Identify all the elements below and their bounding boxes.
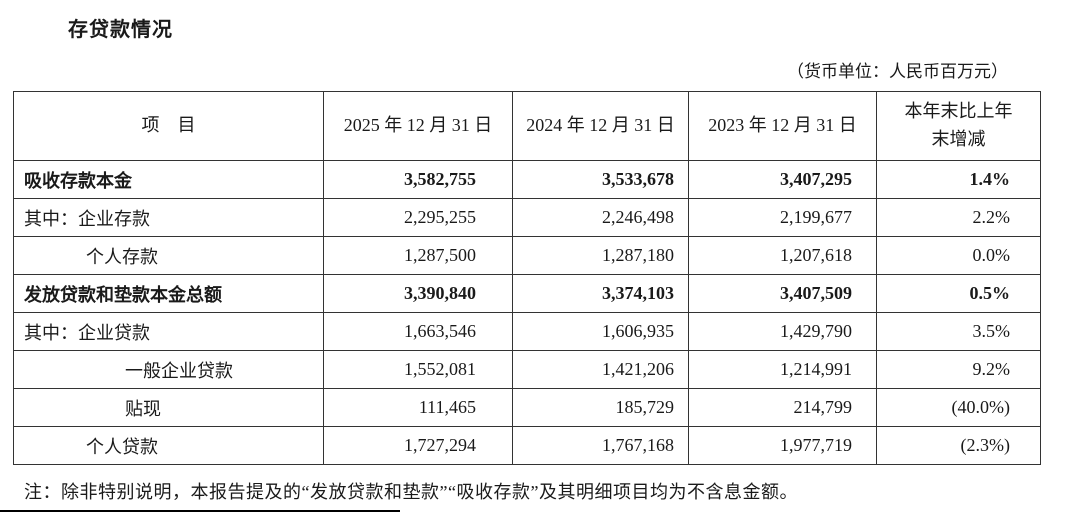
deposits-loans-table: 项 目 2025 年 12 月 31 日 2024 年 12 月 31 日 20…	[13, 91, 1041, 465]
table-row: 吸收存款本金 3,582,755 3,533,678 3,407,295 1.4…	[13, 160, 1041, 199]
value-2024: 1,287,180	[512, 236, 689, 275]
row-label: 其中：企业存款	[13, 198, 324, 237]
value-2024: 3,374,103	[512, 274, 689, 313]
table-header-row: 项 目 2025 年 12 月 31 日 2024 年 12 月 31 日 20…	[13, 91, 1041, 161]
row-label: 贴现	[13, 388, 324, 427]
value-change: (40.0%)	[876, 388, 1041, 427]
page-title: 存贷款情况	[68, 19, 173, 41]
row-label: 其中：企业贷款	[13, 312, 324, 351]
row-label: 一般企业贷款	[13, 350, 324, 389]
value-2024: 2,246,498	[512, 198, 689, 237]
table-row: 其中：企业贷款 1,663,546 1,606,935 1,429,790 3.…	[13, 312, 1041, 351]
col-header-item: 项 目	[13, 91, 324, 161]
value-2023: 214,799	[688, 388, 877, 427]
value-2025: 3,390,840	[323, 274, 513, 313]
col-header-2023: 2023 年 12 月 31 日	[688, 91, 877, 161]
value-2024: 185,729	[512, 388, 689, 427]
value-2025: 1,287,500	[323, 236, 513, 275]
value-2024: 3,533,678	[512, 160, 689, 199]
value-2023: 1,207,618	[688, 236, 877, 275]
row-label: 吸收存款本金	[13, 160, 324, 199]
value-2025: 3,582,755	[323, 160, 513, 199]
value-change: 1.4%	[876, 160, 1041, 199]
bottom-divider	[0, 510, 400, 512]
value-2023: 2,199,677	[688, 198, 877, 237]
currency-unit-note: （货币单位：人民币百万元）	[787, 62, 1008, 81]
value-2025: 2,295,255	[323, 198, 513, 237]
table-row: 个人存款 1,287,500 1,287,180 1,207,618 0.0%	[13, 236, 1041, 275]
value-change: 9.2%	[876, 350, 1041, 389]
value-2023: 1,977,719	[688, 426, 877, 465]
col-header-change: 本年末比上年 末增减	[876, 91, 1041, 161]
row-label: 个人贷款	[13, 426, 324, 465]
value-2023: 1,429,790	[688, 312, 877, 351]
table-row: 个人贷款 1,727,294 1,767,168 1,977,719 (2.3%…	[13, 426, 1041, 465]
value-change: 3.5%	[876, 312, 1041, 351]
value-change: 2.2%	[876, 198, 1041, 237]
table-row: 一般企业贷款 1,552,081 1,421,206 1,214,991 9.2…	[13, 350, 1041, 389]
value-2024: 1,421,206	[512, 350, 689, 389]
value-2025: 111,465	[323, 388, 513, 427]
value-2025: 1,552,081	[323, 350, 513, 389]
footnote: 注：除非特别说明，本报告提及的“发放贷款和垫款”“吸收存款”及其明细项目均为不含…	[24, 482, 798, 502]
table-row: 其中：企业存款 2,295,255 2,246,498 2,199,677 2.…	[13, 198, 1041, 237]
row-label: 个人存款	[13, 236, 324, 275]
col-header-2025: 2025 年 12 月 31 日	[323, 91, 513, 161]
value-change: (2.3%)	[876, 426, 1041, 465]
value-2023: 1,214,991	[688, 350, 877, 389]
value-2024: 1,767,168	[512, 426, 689, 465]
row-label: 发放贷款和垫款本金总额	[13, 274, 324, 313]
value-change: 0.5%	[876, 274, 1041, 313]
value-2024: 1,606,935	[512, 312, 689, 351]
table-row: 贴现 111,465 185,729 214,799 (40.0%)	[13, 388, 1041, 427]
table-row: 发放贷款和垫款本金总额 3,390,840 3,374,103 3,407,50…	[13, 274, 1041, 313]
value-2023: 3,407,509	[688, 274, 877, 313]
col-header-2024: 2024 年 12 月 31 日	[512, 91, 689, 161]
value-2023: 3,407,295	[688, 160, 877, 199]
value-2025: 1,727,294	[323, 426, 513, 465]
value-change: 0.0%	[876, 236, 1041, 275]
value-2025: 1,663,546	[323, 312, 513, 351]
